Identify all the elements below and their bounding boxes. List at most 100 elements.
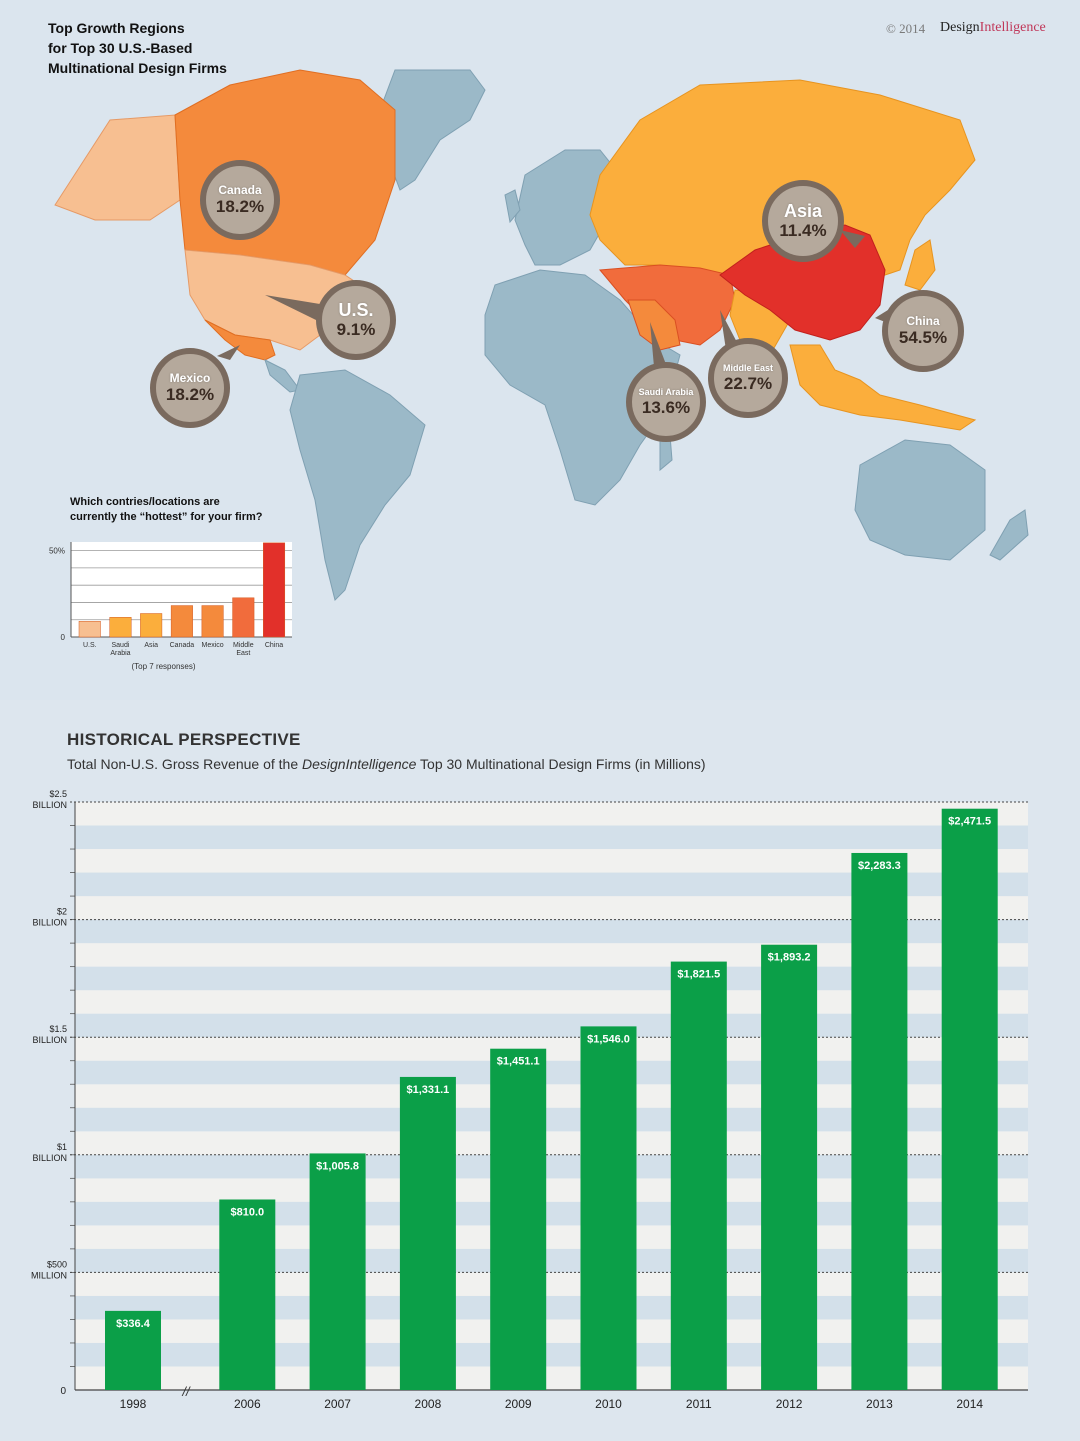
xtick-label: 1998 [120, 1397, 147, 1411]
inset-bar [232, 597, 255, 638]
revenue-bar [399, 1076, 456, 1390]
ytick-label: 0 [60, 1386, 66, 1397]
revenue-bar [219, 1199, 276, 1390]
alaska [54, 114, 181, 221]
xtick-label: 2009 [505, 1397, 532, 1411]
inset-bar [201, 605, 224, 638]
inset-category-label: Saudi [112, 642, 130, 649]
xtick-label: 2006 [234, 1397, 261, 1411]
inset-xlabel: (Top 7 responses) [131, 662, 195, 671]
chart-stripe [75, 896, 1028, 920]
xtick-label: 2010 [595, 1397, 622, 1411]
inset-category-label: Middle [233, 642, 254, 649]
canada [174, 69, 396, 276]
new-zealand [989, 509, 1029, 561]
bar-value-label: $1,821.5 [677, 969, 720, 981]
ytick-label: BILLION [32, 1153, 67, 1163]
inset-ytick-label: 0 [61, 633, 66, 642]
world-map-section: Top Growth Regions for Top 30 U.S.-Based… [0, 0, 1080, 700]
map-title-line-2: for Top 30 U.S.-Based [48, 40, 193, 56]
chart-stripe [75, 825, 1028, 850]
bar-value-label: $1,546.0 [587, 1033, 630, 1045]
brand-logo: DesignIntelligence [940, 20, 1046, 36]
ytick-label: $1.5 [49, 1024, 67, 1034]
xtick-label: 2014 [956, 1397, 983, 1411]
bar-value-label: $336.4 [116, 1318, 151, 1330]
africa [484, 269, 681, 506]
bubble-mexico-value: 18.2% [165, 385, 215, 404]
bar-value-label: $1,331.1 [406, 1084, 449, 1096]
historical-title: HISTORICAL PERSPECTIVE [67, 730, 301, 749]
bubble-us: U.S. 9.1% [316, 280, 396, 360]
map-title-line-3: Multinational Design Firms [48, 60, 227, 76]
bubble-middle-east-label: Middle East [722, 362, 773, 373]
ytick-label: BILLION [32, 800, 67, 810]
ytick-label: BILLION [32, 1035, 67, 1045]
bubble-china-label: China [906, 314, 940, 328]
inset-chart-title: Which contries/locations are currently t… [70, 495, 310, 525]
inset-bar [170, 605, 193, 638]
chart-stripe [75, 872, 1028, 897]
bubble-asia: Asia 11.4% [762, 180, 844, 262]
bar-value-label: $1,005.8 [316, 1160, 359, 1172]
ytick-label: BILLION [32, 918, 67, 928]
revenue-bar [670, 961, 727, 1390]
chart-stripe [75, 849, 1028, 873]
inset-chart-title-line-2: currently the “hottest” for your firm? [70, 511, 263, 523]
revenue-bar [580, 1026, 637, 1390]
inset-category-label: Arabia [110, 650, 130, 657]
inset-category-label: Mexico [202, 642, 224, 649]
copyright: © 2014 [886, 21, 926, 36]
inset-chart-title-line-1: Which contries/locations are [70, 496, 220, 508]
bubble-china-value: 54.5% [898, 328, 948, 347]
bar-value-label: $810.0 [230, 1206, 264, 1218]
japan [904, 239, 936, 291]
bar-value-label: $1,893.2 [768, 952, 811, 964]
ytick-label: MILLION [31, 1270, 67, 1280]
bubble-saudi-arabia-value: 13.6% [641, 397, 691, 417]
ytick-label: $2 [57, 907, 67, 917]
brand-logo-part-1: Design [940, 20, 980, 35]
historical-subtitle-part-3: Top 30 Multinational Design Firms (in Mi… [416, 756, 706, 772]
bar-value-label: $1,451.1 [497, 1056, 540, 1068]
xtick-label: 2008 [415, 1397, 442, 1411]
bubble-mexico-label: Mexico [169, 371, 211, 385]
inset-category-label: Asia [144, 642, 158, 649]
bubble-us-label: U.S. [338, 300, 374, 320]
axis-break-marker: // [181, 1384, 191, 1399]
historical-subtitle: Total Non-U.S. Gross Revenue of the Desi… [67, 756, 706, 772]
saudi-arabia [627, 299, 681, 351]
mexico [204, 319, 276, 361]
bubble-middle-east-value: 22.7% [723, 373, 773, 393]
xtick-label: 2012 [776, 1397, 803, 1411]
bubble-mexico: Mexico 18.2% [150, 348, 230, 428]
bubble-middle-east: Middle East 22.7% [708, 338, 788, 418]
brand-logo-part-2: Intelligence [979, 20, 1046, 35]
europe [514, 149, 621, 266]
bar-value-label: $2,283.3 [858, 860, 901, 872]
south-america [289, 369, 426, 601]
bubble-saudi-arabia-label: Saudi Arabia [638, 386, 694, 397]
revenue-bar [490, 1048, 547, 1390]
bubble-canada-value: 18.2% [215, 197, 265, 216]
revenue-bar [941, 808, 998, 1390]
inset-category-label: U.S. [83, 642, 97, 649]
inset-category-label: Canada [170, 642, 195, 649]
se-asia [789, 344, 977, 431]
bubble-canada: Canada 18.2% [200, 160, 280, 240]
inset-bar [263, 542, 286, 638]
map-title: Top Growth Regions for Top 30 U.S.-Based… [48, 18, 308, 78]
revenue-bar [761, 944, 818, 1390]
revenue-bar [309, 1153, 366, 1390]
bubble-us-value: 9.1% [336, 320, 376, 339]
historical-subtitle-part-2: DesignIntelligence [302, 756, 417, 772]
historical-subtitle-part-1: Total Non-U.S. Gross Revenue of the [67, 756, 302, 772]
inset-bar [109, 617, 132, 638]
inset-category-label: East [236, 650, 250, 657]
bubble-china: China 54.5% [882, 290, 964, 372]
revenue-bar [851, 852, 908, 1390]
xtick-label: 2011 [686, 1397, 712, 1411]
inset-ytick-label: 50% [49, 547, 65, 556]
ytick-label: $2.5 [49, 789, 67, 799]
